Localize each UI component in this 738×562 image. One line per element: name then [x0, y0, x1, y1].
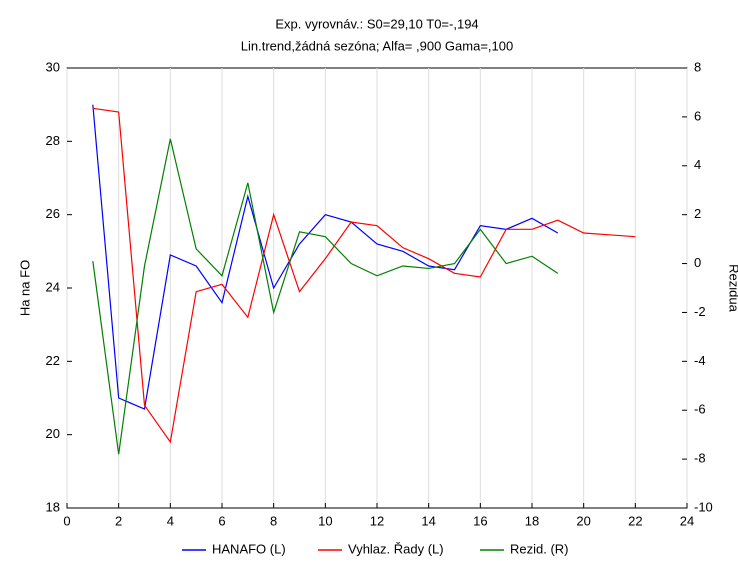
x-tick-label: 2 [115, 513, 122, 528]
x-tick-label: 10 [318, 513, 332, 528]
x-tick-label: 12 [370, 513, 384, 528]
x-tick-label: 14 [421, 513, 435, 528]
y2-tick-label: 2 [694, 206, 701, 221]
y2-tick-label: -10 [694, 499, 713, 514]
x-tick-label: 20 [576, 513, 590, 528]
legend-label: Vyhlaz. Řady (L) [348, 541, 444, 556]
y2-tick-label: 0 [694, 255, 701, 270]
x-tick-label: 8 [270, 513, 277, 528]
x-tick-label: 0 [63, 513, 70, 528]
y2-tick-label: -4 [694, 353, 706, 368]
y2-tick-label: 4 [694, 157, 701, 172]
data-line [92, 138, 559, 455]
data-line [92, 104, 559, 410]
x-tick-label: 24 [680, 513, 694, 528]
x-tick-label: 4 [167, 513, 174, 528]
y2-tick-label: 6 [694, 108, 701, 123]
y2-tick-label: 8 [694, 59, 701, 74]
y-tick-label: 18 [46, 499, 60, 514]
y-tick-label: 20 [46, 426, 60, 441]
y-tick-label: 22 [46, 353, 60, 368]
y2-axis-label: Rezidua [727, 264, 738, 312]
y-axis-label: Ha na FO [17, 260, 32, 316]
y2-tick-label: -2 [694, 304, 706, 319]
y-tick-label: 30 [46, 59, 60, 74]
x-tick-label: 18 [525, 513, 539, 528]
y2-tick-label: -8 [694, 451, 706, 466]
x-tick-label: 22 [628, 513, 642, 528]
chart-subtitle: Lin.trend,žádná sezóna; Alfa= ,900 Gama=… [241, 38, 513, 53]
data-line [92, 107, 636, 444]
y-tick-label: 26 [46, 206, 60, 221]
legend-label: HANAFO (L) [212, 541, 286, 556]
y2-tick-label: -6 [694, 402, 706, 417]
legend-label: Rezid. (R) [510, 541, 569, 556]
x-tick-label: 6 [218, 513, 225, 528]
y-tick-label: 28 [46, 133, 60, 148]
chart-title: Exp. vyrovnáv.: S0=29,10 T0=-,194 [275, 16, 478, 31]
y-tick-label: 24 [46, 279, 60, 294]
x-tick-label: 16 [473, 513, 487, 528]
